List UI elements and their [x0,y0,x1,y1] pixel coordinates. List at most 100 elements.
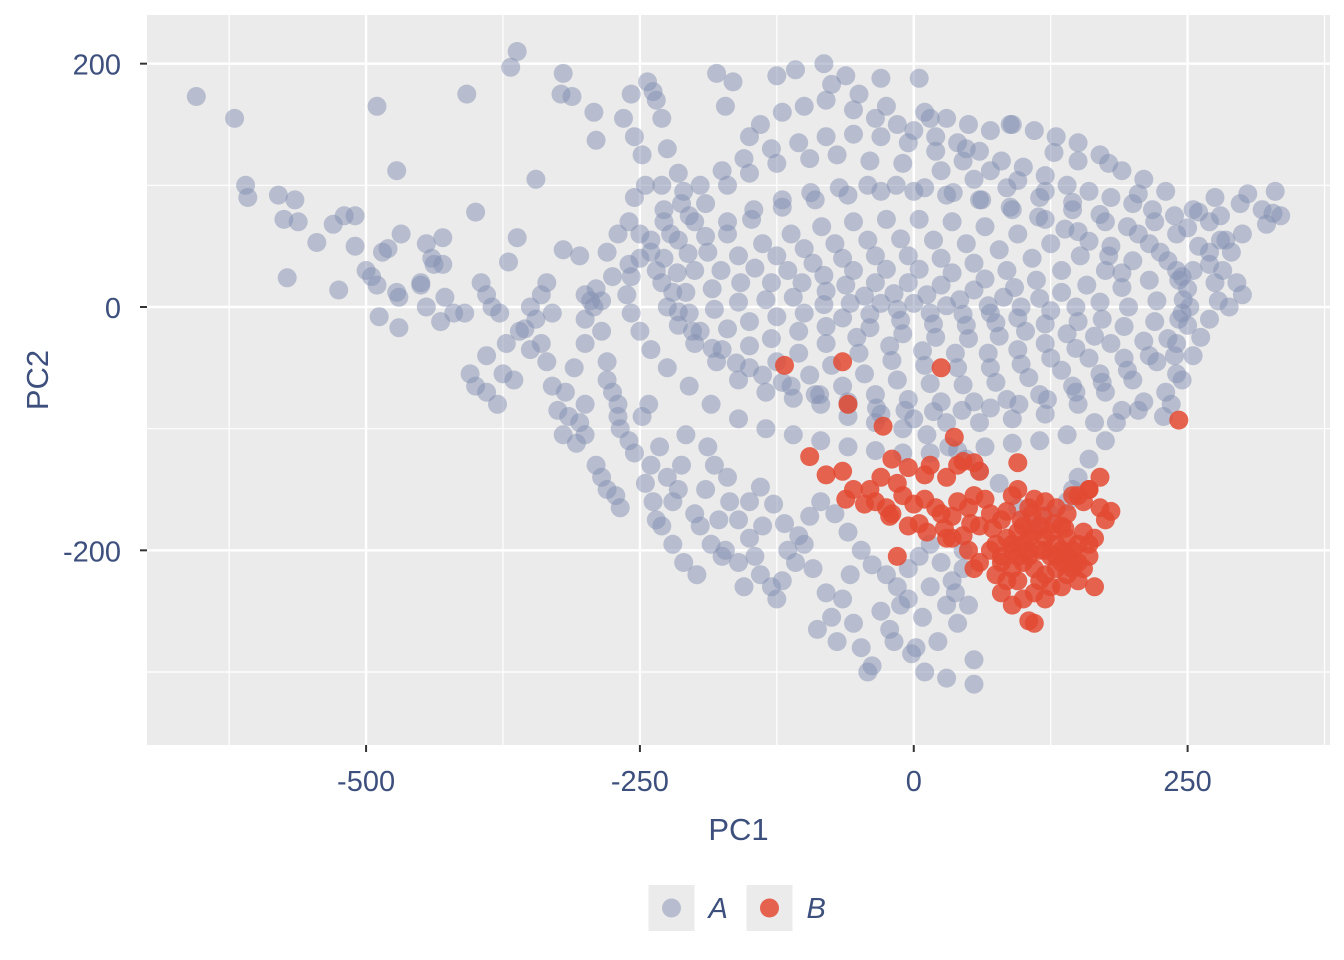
point-a [807,619,827,639]
point-a [586,130,606,150]
point-a [740,127,759,147]
point-a [937,668,957,688]
point-a [1000,197,1020,217]
point-a [712,161,732,181]
point-b [1068,486,1088,506]
point-a [433,254,453,274]
point-a [570,246,590,266]
point-a [871,601,891,621]
point-a [1191,327,1211,347]
point-b [775,355,794,375]
point-a [630,224,650,244]
point-a [1052,282,1072,302]
point-a [477,346,497,366]
point-a [756,290,776,310]
point-a [676,425,696,445]
point-a [844,613,863,633]
point-a [1169,270,1189,290]
point-a [641,242,661,262]
point-a [1079,348,1099,368]
point-a [975,437,995,457]
point-a [1037,390,1057,409]
point-a [1101,334,1121,353]
point-b [970,461,989,481]
point-a [1008,340,1028,360]
point-a [1090,145,1110,165]
point-a [652,516,672,536]
point-a [970,413,989,433]
point-a [840,565,860,585]
point-a [1026,270,1046,290]
point-a [630,321,650,341]
point-a [920,303,940,323]
point-a [849,343,869,363]
point-b [1008,453,1028,473]
point-b [937,528,957,548]
point-a [887,577,907,597]
x-axis-title: PC1 [708,812,768,847]
point-a [829,178,849,198]
point-a [1219,297,1239,317]
point-a [753,365,773,385]
point-a [827,632,847,652]
point-a [1211,230,1230,250]
point-a [792,273,812,293]
point-a [761,329,781,349]
y-tick-label: -200 [63,536,121,568]
point-a [1139,234,1159,254]
point-a [1221,242,1241,262]
point-a [1077,275,1097,295]
point-a [389,287,409,307]
point-a [975,217,995,237]
point-a [687,565,707,585]
point-a [980,303,1000,323]
point-a [564,358,584,378]
point-b [1085,577,1104,597]
point-a [887,299,907,319]
point-a [886,175,906,195]
point-a [860,151,880,171]
axis-ticks: -500 -250 0 250 -200 0 200 [63,50,1212,798]
point-a [1035,166,1055,186]
point-a [1085,413,1104,433]
point-a [1172,370,1192,390]
point-a [718,212,737,232]
point-a [707,63,727,83]
point-a [416,297,436,317]
point-a [531,334,551,353]
point-b [898,458,918,478]
point-a [657,358,677,378]
point-a [1139,270,1159,290]
point-a [1009,394,1029,414]
point-a [685,212,705,232]
point-a [942,263,962,283]
point-b [1035,589,1055,609]
point-b [838,394,858,414]
point-a [865,246,885,266]
point-a [953,151,973,171]
point-a [1041,348,1061,368]
point-a [876,565,896,585]
point-a [931,248,951,268]
point-a [1092,372,1112,392]
point-a [416,234,436,254]
point-a [964,253,984,273]
point-a [794,96,814,116]
point-a [621,303,641,323]
point-a [715,96,735,116]
point-a [744,200,764,220]
point-a [964,650,984,670]
point-a [1156,382,1176,402]
point-a [980,398,1000,418]
point-a [466,202,486,222]
point-b [833,352,853,372]
point-a [1068,151,1088,171]
point-a [635,175,655,195]
point-a [1134,169,1154,189]
point-a [1123,194,1143,214]
point-a [285,190,305,210]
point-a [909,209,929,229]
point-a [729,292,748,312]
point-a [1079,181,1099,201]
point-a [898,246,918,266]
